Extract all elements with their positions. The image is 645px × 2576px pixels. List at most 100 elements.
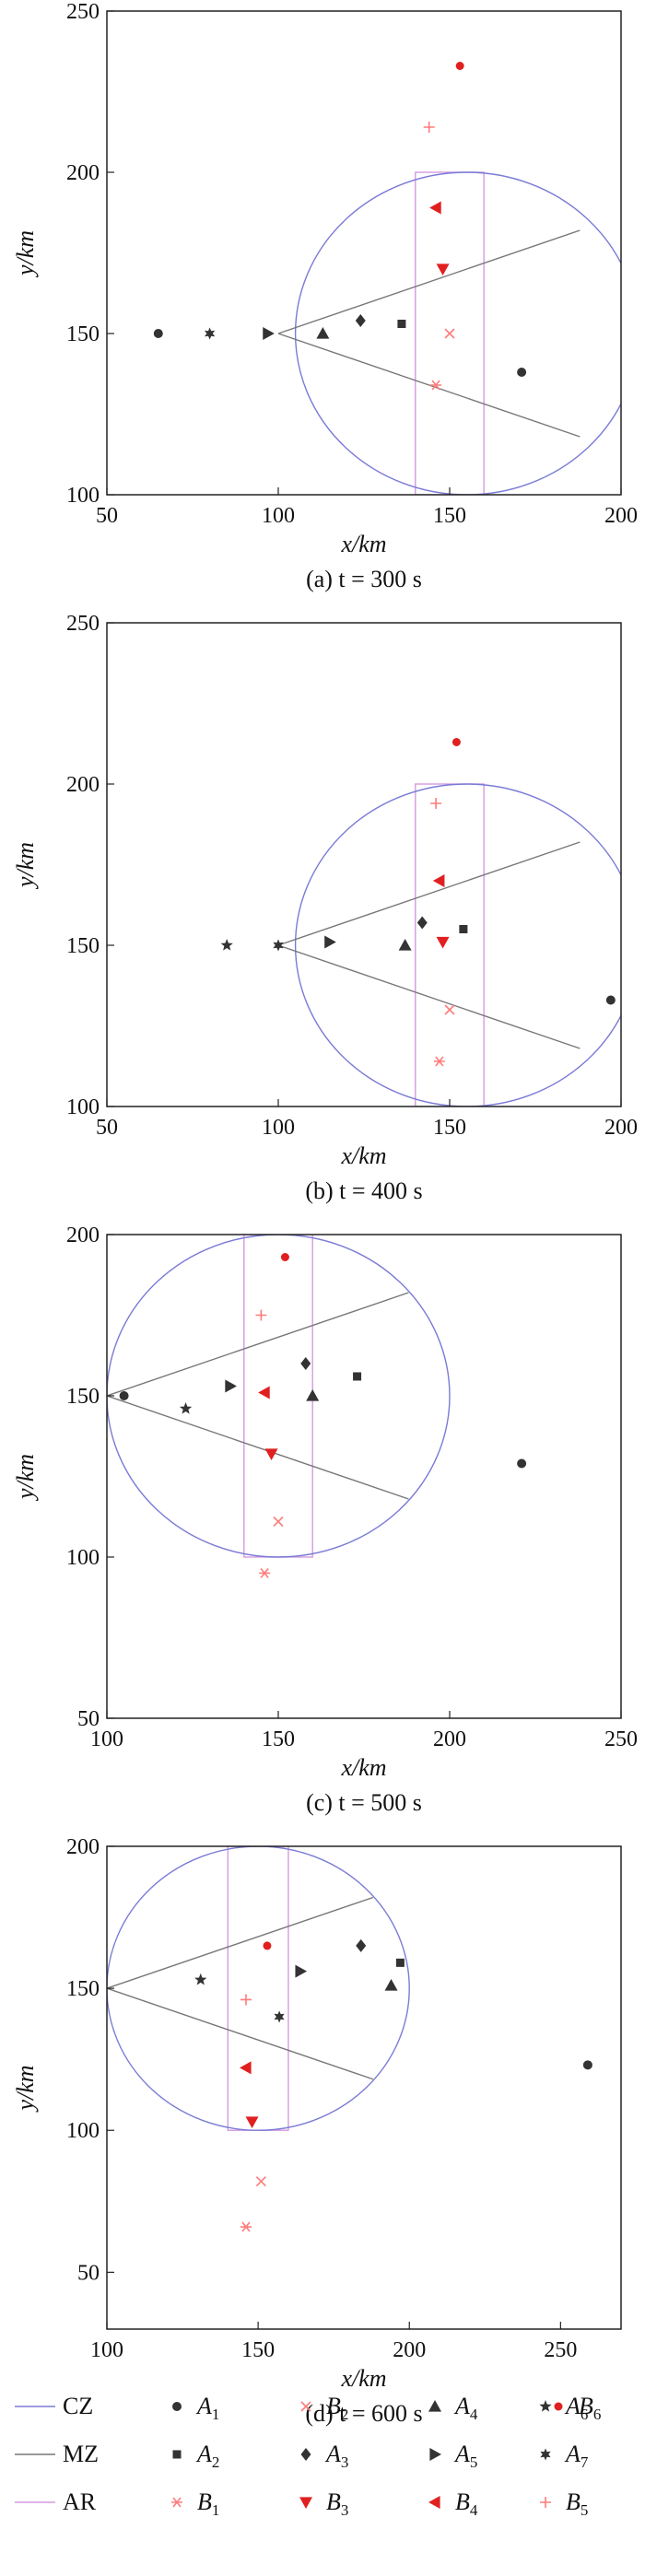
x-tick-label: 200 — [604, 504, 638, 528]
legend-label: B6 — [579, 2393, 601, 2423]
y-tick-label: 150 — [66, 1977, 100, 2001]
y-axis-label: y/km — [12, 2065, 39, 2113]
x-tick-label: 150 — [241, 2338, 275, 2362]
legend-marker — [428, 2400, 441, 2412]
x-tick-label: 50 — [96, 1116, 118, 1140]
legend-label: B2 — [326, 2393, 348, 2423]
legend-label: A5 — [453, 2441, 477, 2471]
x-axis-label: x/km — [340, 531, 386, 557]
legend-marker — [299, 2497, 312, 2509]
point-a1 — [119, 1391, 129, 1400]
legend-label: A7 — [564, 2441, 589, 2471]
point-a7 — [204, 327, 216, 340]
legend-label: B3 — [326, 2488, 348, 2519]
legend-marker — [540, 2497, 551, 2508]
axes-box — [106, 1845, 622, 2330]
legend-subscript: 5 — [580, 2501, 589, 2519]
point-b3 — [436, 263, 450, 275]
point-b1 — [430, 380, 442, 391]
legend-marker — [172, 2450, 182, 2459]
x-tick-label: 100 — [262, 504, 295, 528]
y-tick-label: 100 — [66, 1095, 100, 1119]
plot-area — [220, 738, 621, 1107]
point-b5 — [423, 122, 435, 133]
chart-panel-d: 100 150 200 250 50 100 150 200 x/km y/km (d) t = 6… — [12, 1835, 622, 2427]
legend-item-a5: A5 — [429, 2441, 477, 2471]
point-b2 — [444, 328, 455, 339]
legend-item-a2: A2 — [172, 2441, 219, 2471]
mz-line — [277, 841, 580, 946]
point-b5 — [255, 1309, 267, 1321]
x-tick-label: 100 — [262, 1116, 295, 1140]
point-b4 — [258, 1386, 270, 1399]
legend-label: A2 — [195, 2441, 219, 2471]
point-b1 — [433, 1056, 445, 1067]
legend-marker — [300, 2401, 311, 2412]
y-tick-label: 100 — [66, 1546, 100, 1570]
x-axis-label: x/km — [340, 1142, 386, 1169]
point-a1 — [517, 1458, 527, 1469]
ar-rectangle — [243, 1235, 313, 1558]
legend-label: A1 — [195, 2393, 219, 2423]
point-b5 — [240, 1994, 252, 2006]
mz-line — [277, 944, 580, 1049]
legend-item-b3: B3 — [299, 2488, 348, 2519]
point-b3 — [245, 2116, 259, 2128]
legend-subscript: 7 — [580, 2453, 589, 2471]
point-a4 — [306, 1389, 320, 1401]
x-tick-label: 200 — [604, 1116, 638, 1140]
legend-marker — [428, 2496, 440, 2509]
y-tick-label: 200 — [66, 773, 100, 797]
y-tick-label: 150 — [66, 1385, 100, 1409]
legend-subscript: 6 — [580, 2406, 589, 2423]
point-a5 — [324, 935, 336, 949]
legend-label: A4 — [453, 2393, 478, 2423]
legend-item-b1: B1 — [171, 2488, 219, 2519]
point-a2 — [397, 320, 406, 328]
legend-label: B5 — [566, 2488, 588, 2519]
point-a2 — [459, 925, 468, 933]
legend-item-mz: MZ — [15, 2441, 99, 2467]
panel-caption: (d) t = 600 s — [305, 2400, 422, 2427]
point-a1 — [517, 368, 527, 377]
point-a2 — [353, 1372, 362, 1381]
point-a3 — [416, 916, 428, 930]
axes-box — [106, 10, 622, 496]
mz-line — [277, 229, 580, 334]
legend-label: MZ — [63, 2441, 99, 2467]
y-axis-label: y/km — [12, 842, 39, 890]
point-a5 — [225, 1379, 237, 1393]
point-a7 — [274, 2010, 285, 2023]
point-b2 — [273, 1516, 284, 1528]
plot-area — [153, 62, 621, 495]
x-tick-label: 50 — [96, 504, 118, 528]
mz-line — [107, 1896, 374, 1989]
point-a4 — [316, 327, 330, 339]
point-b4 — [239, 2061, 252, 2075]
point-a4 — [398, 939, 412, 951]
legend-label: B1 — [197, 2488, 219, 2519]
axes-box — [106, 622, 622, 1107]
y-tick-label: 150 — [66, 934, 100, 958]
point-a1 — [605, 995, 616, 1005]
y-tick-label: 50 — [77, 1707, 100, 1731]
mz-line — [107, 1292, 409, 1397]
legend-subscript: 4 — [470, 2406, 478, 2423]
point-a3 — [356, 1938, 367, 1952]
cz-circle — [294, 171, 621, 495]
axes-box — [106, 1234, 622, 1719]
legend-item-a7: A7 — [540, 2441, 589, 2471]
legend-label: A3 — [324, 2441, 348, 2471]
legend-marker — [554, 2402, 563, 2411]
point-a5 — [295, 1964, 308, 1978]
y-tick-label: 50 — [77, 2261, 100, 2285]
legend-marker — [540, 2448, 551, 2461]
point-a2 — [395, 1958, 405, 1967]
cz-circle — [107, 1846, 410, 2131]
point-b3 — [436, 936, 450, 949]
legend-item-b4: B4 — [428, 2488, 478, 2519]
x-tick-label: 150 — [433, 1116, 466, 1140]
legend-marker — [539, 2400, 552, 2412]
